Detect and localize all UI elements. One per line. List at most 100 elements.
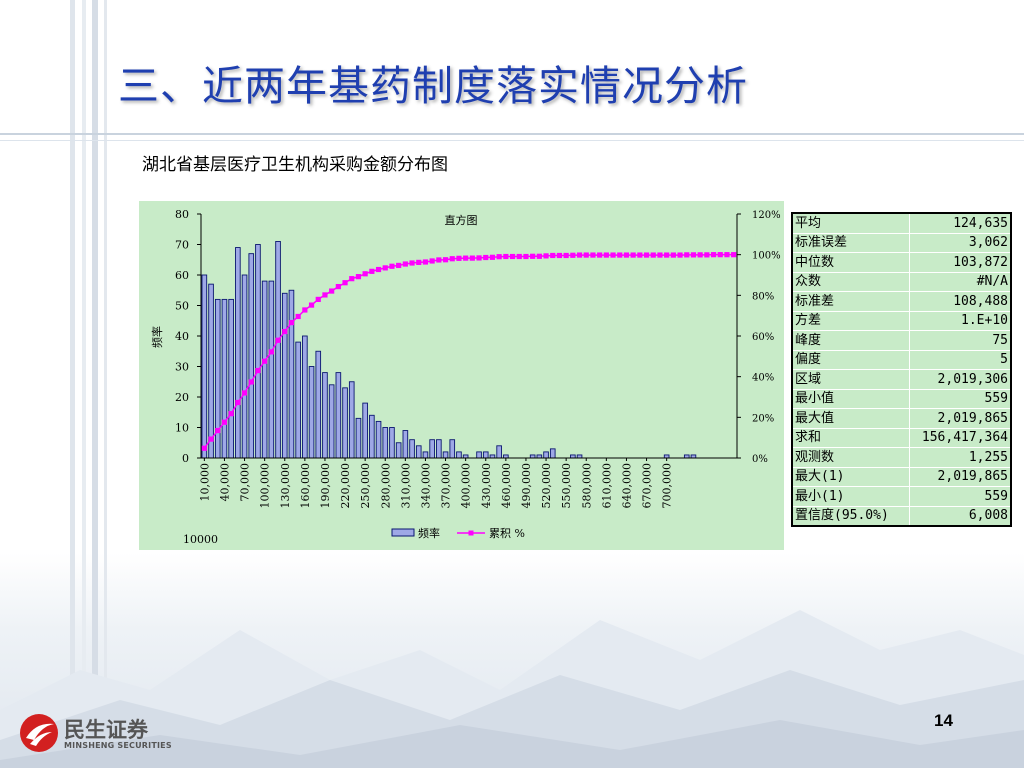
stats-row: 峰度 75 bbox=[791, 330, 1012, 351]
cumulative-point bbox=[710, 252, 717, 258]
histogram-bar bbox=[456, 451, 462, 459]
histogram-bar bbox=[429, 439, 435, 459]
x-tick-label: 10,000 bbox=[198, 463, 211, 502]
cumulative-point bbox=[369, 268, 375, 274]
cumulative-point bbox=[416, 259, 422, 265]
histogram-bar bbox=[355, 417, 362, 459]
histogram-bar bbox=[308, 366, 315, 459]
histogram-bar bbox=[268, 280, 275, 459]
y-tick-label: 10 bbox=[175, 422, 189, 435]
cumulative-point bbox=[731, 252, 737, 258]
cumulative-point bbox=[610, 252, 616, 258]
stats-value: 559 bbox=[909, 486, 1012, 507]
cumulative-point bbox=[623, 252, 630, 258]
histogram-bar bbox=[281, 292, 288, 459]
histogram-bar bbox=[442, 451, 449, 459]
page-number: 14 bbox=[934, 711, 953, 730]
stats-table: 平均 124,635 标准误差 3,062 中位数 103,872 众数 #N/A 标准差 108… bbox=[791, 212, 1012, 527]
stats-row: 平均 124,635 bbox=[791, 212, 1012, 234]
cumulative-point bbox=[315, 296, 321, 302]
histogram-bar bbox=[221, 298, 228, 459]
cumulative-point bbox=[241, 390, 248, 396]
histogram-bar bbox=[228, 298, 234, 459]
cumulative-point bbox=[262, 358, 268, 364]
y-tick-label: 20 bbox=[175, 391, 189, 404]
y2-tick-label: 100% bbox=[752, 251, 781, 262]
cumulative-point bbox=[690, 252, 697, 258]
cumulative-point bbox=[322, 292, 328, 298]
x-tick-label: 310,000 bbox=[399, 463, 412, 509]
stats-row: 最小值 559 bbox=[791, 388, 1012, 409]
cumulative-point bbox=[375, 266, 382, 273]
cumulative-point bbox=[329, 288, 335, 294]
histogram-bar bbox=[295, 341, 301, 459]
cumulative-point bbox=[349, 276, 355, 282]
x-tick-label: 100,000 bbox=[259, 463, 272, 509]
stats-row: 求和 156,417,364 bbox=[791, 427, 1012, 448]
cumulative-point bbox=[228, 411, 234, 417]
stats-label: 众数 bbox=[791, 271, 910, 292]
chart-title: 直方图 bbox=[445, 213, 478, 227]
cumulative-point bbox=[684, 252, 690, 258]
cumulative-point bbox=[409, 260, 415, 266]
cumulative-point bbox=[523, 253, 529, 260]
stats-value: 6,008 bbox=[909, 505, 1012, 527]
stats-label: 最小(1) bbox=[791, 486, 910, 507]
histogram-bar bbox=[482, 451, 489, 459]
cumulative-point bbox=[570, 252, 576, 258]
stats-label: 峰度 bbox=[791, 330, 910, 351]
chart-axes: 0 10 20 30 40 50 60 70 80 0% 20% 40% 60% 80% 100% 120% 1… bbox=[175, 208, 781, 509]
stats-value: #N/A bbox=[909, 271, 1012, 292]
y2-tick-label: 80% bbox=[752, 291, 774, 302]
stats-row: 最大值 2,019,865 bbox=[791, 408, 1012, 429]
legend-label-cumulative: 累积 % bbox=[489, 527, 525, 540]
histogram-bar bbox=[543, 451, 549, 459]
decor-stripe bbox=[104, 0, 107, 768]
cumulative-point bbox=[717, 252, 723, 258]
y-tick-label: 80 bbox=[175, 208, 189, 221]
stats-row: 偏度 5 bbox=[791, 349, 1012, 370]
stats-value: 1,255 bbox=[909, 447, 1012, 468]
x-tick-label: 160,000 bbox=[299, 463, 312, 509]
corner-label: 10000 bbox=[183, 533, 218, 546]
stats-value: 75 bbox=[909, 330, 1012, 351]
x-tick-label: 700,000 bbox=[661, 463, 674, 509]
x-tick-label: 130,000 bbox=[279, 463, 292, 509]
minsheng-logo-icon bbox=[20, 714, 58, 752]
histogram-bar bbox=[369, 414, 375, 459]
legend-label-frequency: 频率 bbox=[418, 526, 440, 540]
cumulative-point bbox=[396, 262, 402, 269]
cumulative-series bbox=[201, 252, 737, 451]
y-tick-label: 40 bbox=[175, 330, 189, 343]
stats-row: 标准误差 3,062 bbox=[791, 232, 1012, 253]
cumulative-point bbox=[308, 302, 315, 308]
histogram-bar bbox=[261, 280, 268, 459]
x-tick-label: 370,000 bbox=[440, 463, 453, 509]
histogram-bar bbox=[422, 451, 429, 459]
chart-legend: 频率 累积 % bbox=[391, 526, 525, 540]
cumulative-point bbox=[603, 252, 609, 258]
stats-label: 方差 bbox=[791, 310, 910, 331]
cumulative-point bbox=[483, 254, 489, 261]
x-tick-label: 550,000 bbox=[560, 463, 573, 509]
histogram-chart: 直方图 频率 10000 0 10 20 30 40 50 60 70 80 0% 20% 40% 60… bbox=[139, 201, 784, 550]
cumulative-point bbox=[422, 259, 429, 265]
x-tick-label: 670,000 bbox=[641, 463, 654, 509]
stats-label: 求和 bbox=[791, 427, 910, 448]
header-rule bbox=[0, 140, 1024, 141]
histogram-bar bbox=[255, 244, 261, 459]
histogram-bar bbox=[342, 387, 348, 459]
cumulative-point bbox=[282, 328, 288, 335]
stats-row: 方差 1.E+10 bbox=[791, 310, 1012, 331]
cumulative-point bbox=[268, 349, 274, 355]
histogram-bar bbox=[549, 448, 556, 459]
y-tick-label: 30 bbox=[175, 361, 189, 374]
stats-value: 1.E+10 bbox=[909, 310, 1012, 331]
stats-value: 108,488 bbox=[909, 291, 1012, 312]
cumulative-point bbox=[436, 257, 442, 263]
histogram-bar bbox=[389, 427, 395, 459]
cumulative-point bbox=[530, 253, 536, 259]
stats-value: 2,019,306 bbox=[909, 369, 1012, 390]
cumulative-point bbox=[362, 271, 368, 277]
histogram-bar bbox=[449, 439, 456, 459]
